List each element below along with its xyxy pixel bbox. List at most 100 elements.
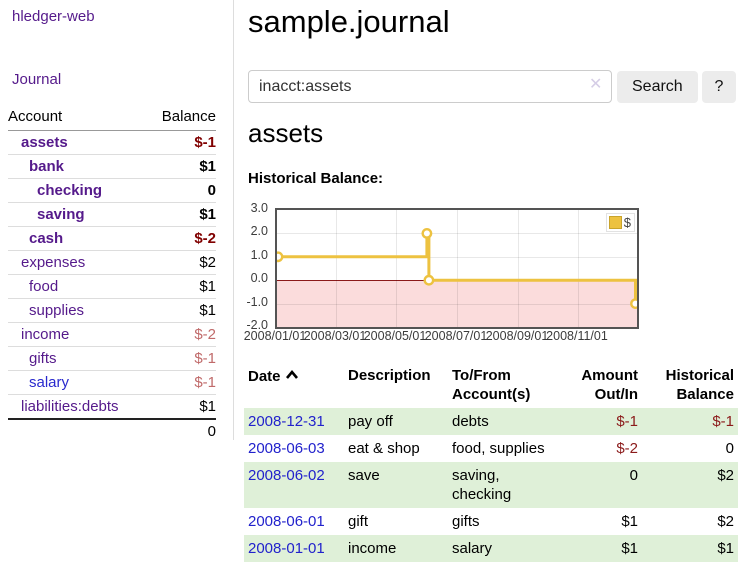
transaction-date-link[interactable]: 2008-06-01 xyxy=(248,513,325,530)
y-axis-tick: -2.0 xyxy=(246,318,268,332)
gridline xyxy=(396,210,397,327)
help-button[interactable]: ? xyxy=(702,71,736,103)
accounts-total-value: 0 xyxy=(147,418,216,443)
table-row: salary $-1 xyxy=(8,370,216,395)
x-axis-tick: 2008/05/01 xyxy=(363,329,427,343)
transaction-description: pay off xyxy=(348,413,393,430)
legend-swatch-icon xyxy=(608,216,622,229)
data-point xyxy=(423,274,435,286)
transaction-accounts: gifts xyxy=(452,513,480,530)
sidebar-account-supplies[interactable]: supplies xyxy=(29,302,85,319)
transaction-accounts: debts xyxy=(452,413,489,430)
x-axis-tick: 2008/09/01 xyxy=(485,329,549,343)
table-row: expenses $2 xyxy=(8,250,216,275)
account-balance: $1 xyxy=(147,202,216,227)
historical-balance-chart[interactable]: $ xyxy=(275,208,639,329)
search-button[interactable]: Search xyxy=(617,71,698,103)
transaction-date-link[interactable]: 2008-12-31 xyxy=(248,413,325,430)
sidebar-account-salary[interactable]: salary xyxy=(29,374,70,391)
account-balance: $-1 xyxy=(194,134,216,151)
sidebar-account-bank[interactable]: bank xyxy=(29,158,65,175)
data-point xyxy=(630,298,637,309)
account-balance: 0 xyxy=(147,178,216,203)
balance-line-series xyxy=(277,228,637,309)
x-axis-tick: 2008/07/01 xyxy=(424,329,488,343)
sidebar-account-expenses[interactable]: expenses xyxy=(21,254,86,271)
transaction-balance: $1 xyxy=(717,540,734,557)
x-axis-tick: 2008/01/01 xyxy=(243,329,307,343)
sidebar-account-saving[interactable]: saving xyxy=(37,206,85,223)
account-balance: $1 xyxy=(147,394,216,419)
y-axis-tick: 3.0 xyxy=(250,201,268,215)
account-column-header: Account xyxy=(8,104,148,131)
table-row: 2008-01-01 income salary $1 $1 xyxy=(244,535,738,562)
table-row: 2008-06-02 save saving, checking 0 $2 xyxy=(244,462,738,508)
transaction-amount: $-2 xyxy=(616,440,638,457)
table-row: cash $-2 xyxy=(8,226,216,251)
transaction-description: gift xyxy=(348,513,369,530)
table-row: 2008-12-31 pay off debts $-1 $-1 xyxy=(244,408,738,435)
transaction-accounts: saving, checking xyxy=(452,467,512,503)
account-balance: $-2 xyxy=(147,322,216,347)
sort-ascending-icon xyxy=(285,366,299,385)
table-row: bank $1 xyxy=(8,154,216,179)
transaction-date-link[interactable]: 2008-06-02 xyxy=(248,467,325,484)
table-row: income $-2 xyxy=(8,322,216,347)
data-point xyxy=(277,251,284,263)
sidebar: hledger-web Journal Account Balance asse… xyxy=(0,0,234,443)
transaction-amount: 0 xyxy=(629,467,638,484)
search-input[interactable] xyxy=(248,70,612,103)
x-axis-tick: 2008/03/01 xyxy=(303,329,367,343)
accounts-total-row: 0 xyxy=(8,418,216,443)
sidebar-account-food[interactable]: food xyxy=(29,278,59,295)
transaction-description: income xyxy=(348,540,397,557)
gridline xyxy=(277,304,637,305)
transaction-balance: $2 xyxy=(717,467,734,484)
y-axis-tick: -1.0 xyxy=(246,295,268,309)
transaction-description: eat & shop xyxy=(348,440,420,457)
y-axis-tick: 1.0 xyxy=(250,248,268,262)
register-header-row: Date Description To/From Account(s) Amou… xyxy=(244,362,738,408)
table-row: gifts $-1 xyxy=(8,346,216,371)
transaction-amount: $1 xyxy=(621,540,638,557)
sidebar-account-cash[interactable]: cash xyxy=(29,230,64,247)
transaction-date-link[interactable]: 2008-06-03 xyxy=(248,440,325,457)
transaction-balance: $-1 xyxy=(712,413,734,430)
transaction-amount: $-1 xyxy=(616,413,638,430)
gridline xyxy=(277,233,637,234)
sidebar-account-gifts[interactable]: gifts xyxy=(29,350,57,367)
sidebar-account-assets[interactable]: assets xyxy=(21,134,68,151)
table-row: supplies $1 xyxy=(8,298,216,323)
balance-column-header: Historical Balance xyxy=(665,367,734,403)
table-row: 2008-06-01 gift gifts $1 $2 xyxy=(244,508,738,535)
sidebar-account-income[interactable]: income xyxy=(21,326,70,343)
accounts-column-header: To/From Account(s) xyxy=(452,367,531,403)
sidebar-item-journal[interactable]: Journal xyxy=(12,71,62,88)
x-axis-tick: 2008/11/01 xyxy=(546,329,608,343)
register-table: Date Description To/From Account(s) Amou… xyxy=(244,362,738,562)
sidebar-account-liabilities-debts[interactable]: liabilities:debts xyxy=(21,398,119,415)
table-row: liabilities:debts $1 xyxy=(8,394,216,419)
account-balance: $1 xyxy=(147,274,216,299)
app-title-link[interactable]: hledger-web xyxy=(12,8,95,25)
gridline xyxy=(457,210,458,327)
account-balance: $2 xyxy=(147,250,216,275)
amount-column-header: Amount Out/In xyxy=(581,367,638,403)
transaction-balance: 0 xyxy=(725,440,734,457)
y-axis-tick: 2.0 xyxy=(250,224,268,238)
account-balance: $1 xyxy=(147,298,216,323)
account-balance: $1 xyxy=(147,154,216,179)
sidebar-account-checking[interactable]: checking xyxy=(37,182,103,199)
accounts-table-header: Account Balance xyxy=(8,104,216,131)
clear-search-icon[interactable]: ✕ xyxy=(589,76,603,93)
account-balance: $-2 xyxy=(147,226,216,251)
transaction-date-link[interactable]: 2008-01-01 xyxy=(248,540,325,557)
gridline xyxy=(277,257,637,258)
table-row: assets $-1 xyxy=(8,131,216,155)
transaction-balance: $2 xyxy=(717,513,734,530)
table-row: food $1 xyxy=(8,274,216,299)
chart-title: Historical Balance: xyxy=(248,170,384,187)
transaction-accounts: salary xyxy=(452,540,493,557)
date-column-header[interactable]: Date xyxy=(244,362,344,408)
